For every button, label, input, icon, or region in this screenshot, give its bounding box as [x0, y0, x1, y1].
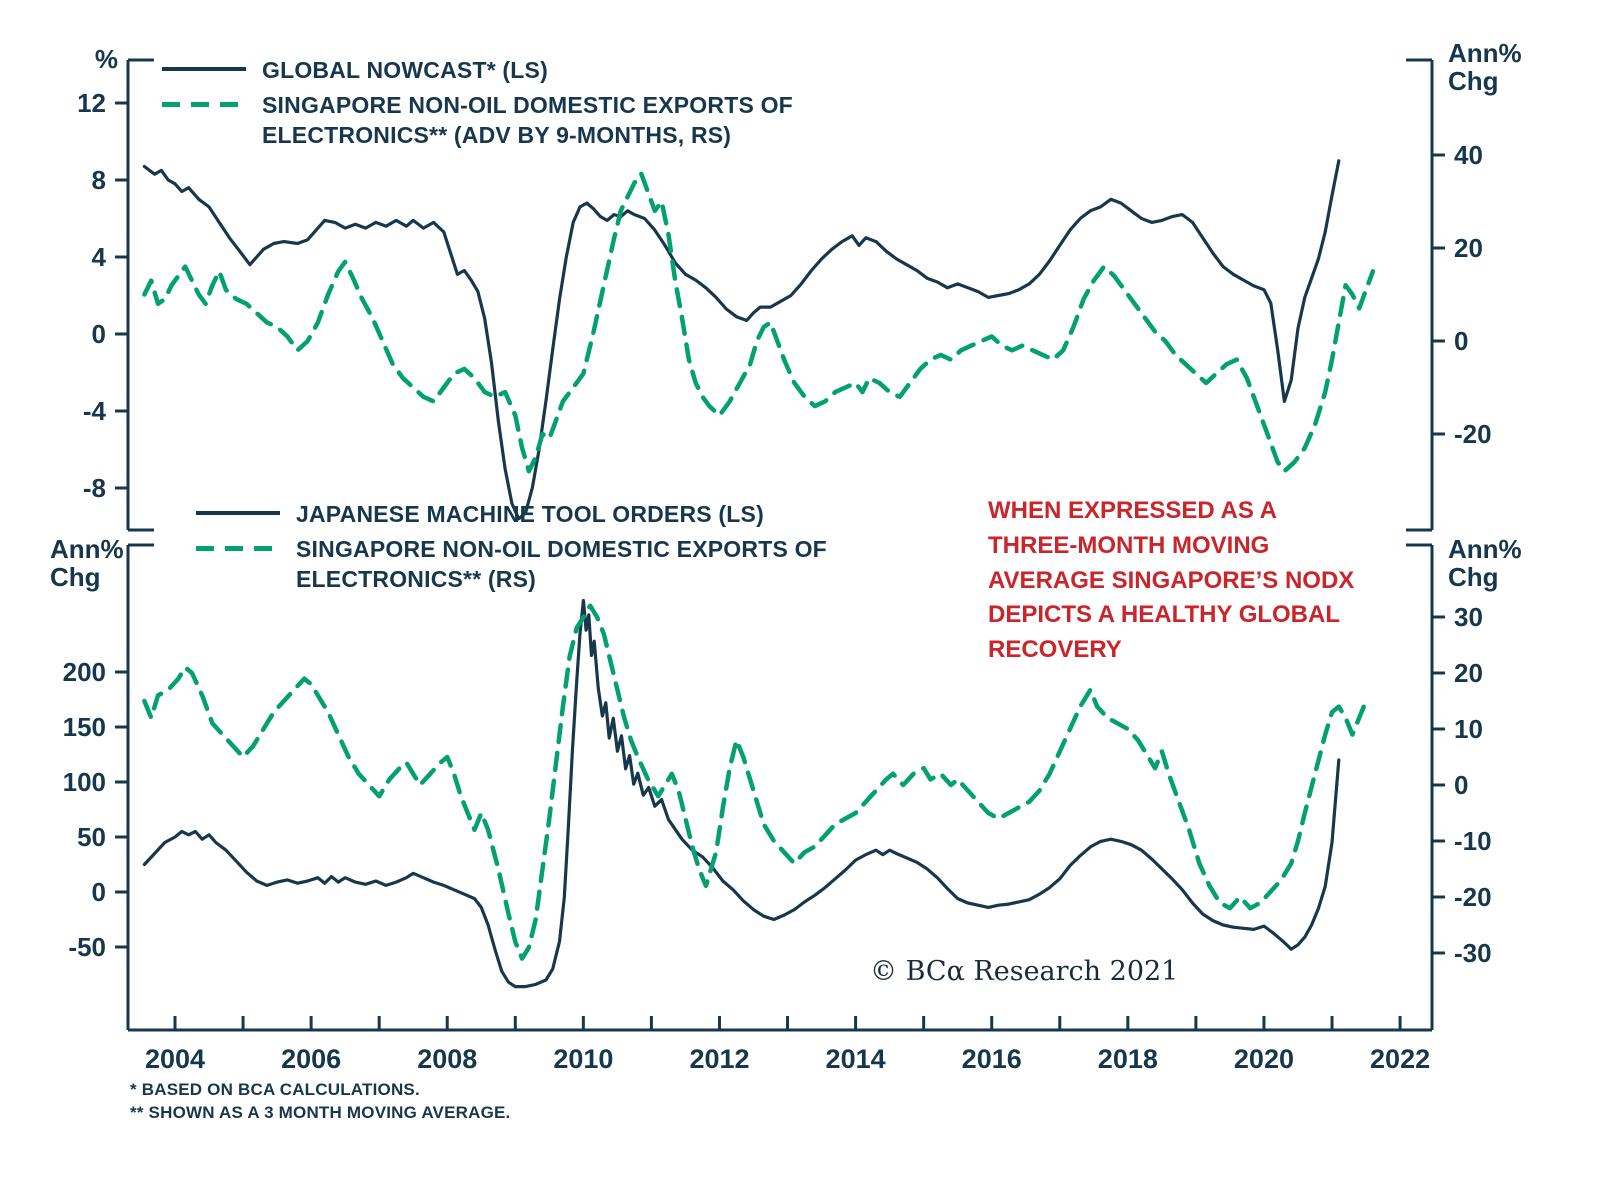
footnote-2: ** SHOWN AS A 3 MONTH MOVING AVERAGE.: [130, 1103, 511, 1122]
dashed-line-sample: [162, 102, 246, 108]
right-tick-label: 40: [1454, 140, 1483, 170]
legend-item: SINGAPORE NON-OIL DOMESTIC EXPORTS OF EL…: [162, 91, 862, 150]
left-tick-label: 0: [92, 319, 106, 349]
right-tick-label: 20: [1454, 233, 1483, 263]
left-tick-label: -4: [83, 396, 107, 426]
right-axis-title: Chg: [1448, 66, 1499, 96]
x-axis-label: 2022: [1370, 1044, 1430, 1074]
legend-label: GLOBAL NOWCAST* (LS): [262, 57, 548, 83]
x-axis-label: 2006: [281, 1044, 341, 1074]
x-axis-label: 2010: [553, 1044, 613, 1074]
x-axis-label: 2016: [962, 1044, 1022, 1074]
x-axis: 2004 2006 2008 2010 2012 2014 2016 2018 2020 2022: [128, 1016, 1432, 1074]
legend-item: SINGAPORE NON-OIL DOMESTIC EXPORTS OF EL…: [196, 535, 896, 594]
left-axis-title: Ann%: [50, 534, 124, 564]
left-axis-title: %: [95, 44, 118, 74]
panel-bottom: 200150100500-503020100-10-20-30Ann%ChgAn…: [50, 534, 1522, 1030]
left-axis-title: Chg: [50, 562, 101, 592]
legend-label: SINGAPORE NON-OIL DOMESTIC EXPORTS OF EL…: [262, 92, 793, 148]
left-tick-label: 0: [92, 877, 106, 907]
right-tick-label: -10: [1454, 826, 1492, 856]
left-tick-label: 12: [77, 88, 106, 118]
right-tick-label: 10: [1454, 714, 1483, 744]
series-bottom-1: [142, 603, 1369, 961]
x-axis-label: 2012: [689, 1044, 749, 1074]
legend-label: JAPANESE MACHINE TOOL ORDERS (LS): [296, 501, 764, 527]
top-legend: GLOBAL NOWCAST* (LS) SINGAPORE NON-OIL D…: [162, 56, 862, 150]
series-bottom-0: [142, 598, 1341, 989]
right-tick-label: -20: [1454, 419, 1492, 449]
x-axis-label: 2014: [826, 1044, 886, 1074]
left-tick-label: -50: [68, 932, 106, 962]
solid-line-sample: [162, 67, 246, 71]
legend-item: JAPANESE MACHINE TOOL ORDERS (LS): [196, 500, 896, 529]
bottom-legend: JAPANESE MACHINE TOOL ORDERS (LS) SINGAP…: [196, 500, 896, 594]
x-axis-label: 2008: [417, 1044, 477, 1074]
left-tick-label: 4: [92, 242, 107, 272]
copyright: © BCα Research 2021: [870, 956, 1179, 987]
right-tick-label: 0: [1454, 770, 1468, 800]
right-tick-label: 0: [1454, 326, 1468, 356]
right-tick-label: 30: [1454, 602, 1483, 632]
left-tick-label: 8: [92, 165, 106, 195]
right-tick-label: 20: [1454, 658, 1483, 688]
right-axis-title: Ann%: [1448, 38, 1522, 68]
legend-item: GLOBAL NOWCAST* (LS): [162, 56, 862, 85]
right-tick-label: -30: [1454, 938, 1492, 968]
x-axis-label: 2004: [145, 1044, 205, 1074]
left-tick-label: -8: [83, 473, 106, 503]
right-tick-label: -20: [1454, 882, 1492, 912]
series-top-0: [142, 159, 1341, 521]
footnote-1: * BASED ON BCA CALCULATIONS.: [130, 1080, 420, 1099]
left-tick-label: 100: [63, 767, 106, 797]
annotation-text: WHEN EXPRESSED AS A THREE-MONTH MOVING A…: [988, 497, 1355, 664]
series-top-1: [142, 171, 1376, 474]
left-tick-label: 150: [63, 712, 106, 742]
legend-label: SINGAPORE NON-OIL DOMESTIC EXPORTS OF EL…: [296, 536, 827, 592]
right-axis-title: Ann%: [1448, 534, 1522, 564]
right-axis-title: Chg: [1448, 562, 1499, 592]
x-axis-label: 2020: [1234, 1044, 1294, 1074]
left-tick-label: 200: [63, 657, 106, 687]
x-axis-label: 2018: [1098, 1044, 1158, 1074]
left-tick-label: 50: [77, 822, 106, 852]
dashed-line-sample: [196, 546, 280, 552]
solid-line-sample: [196, 511, 280, 515]
